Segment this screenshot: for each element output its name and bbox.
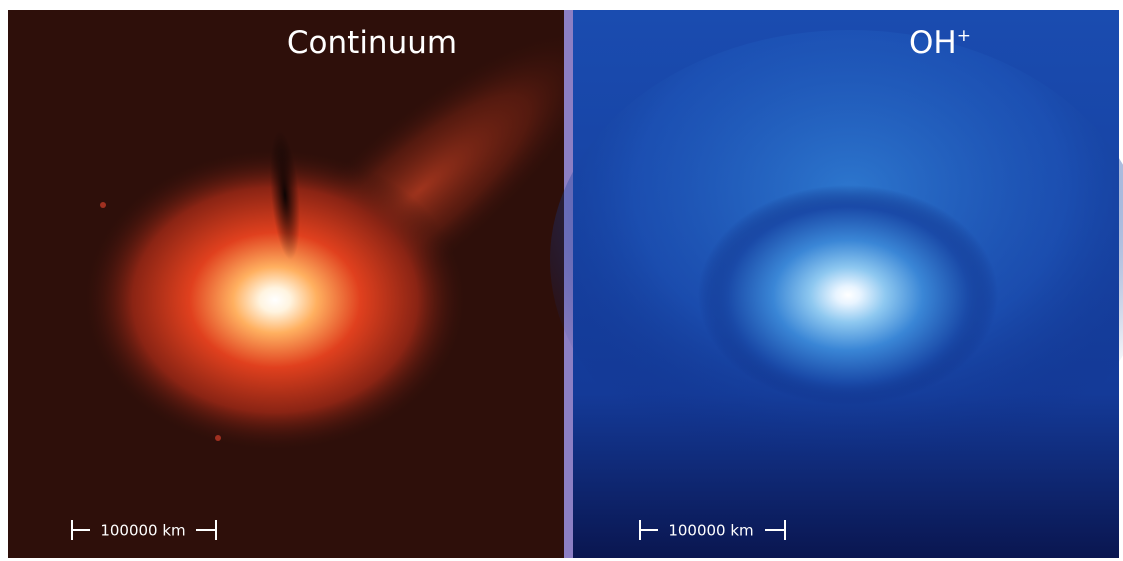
oh-panel: OH+ 100000 km [550,10,1123,558]
star [100,202,106,208]
scale-label: 100000 km [668,522,753,540]
title-text: OH [909,25,957,61]
comet-image: Continuum 100000 km OH+ 100000 km [0,0,1123,561]
scale-label: 100000 km [100,522,185,540]
continuum-panel: Continuum 100000 km [8,0,641,558]
page: {"panels": [ {"title": "Continuum", "sca… [0,0,1123,561]
panel-title: Continuum [287,25,457,61]
coma [698,185,998,405]
star [215,435,221,441]
title-superscript: + [957,26,971,46]
